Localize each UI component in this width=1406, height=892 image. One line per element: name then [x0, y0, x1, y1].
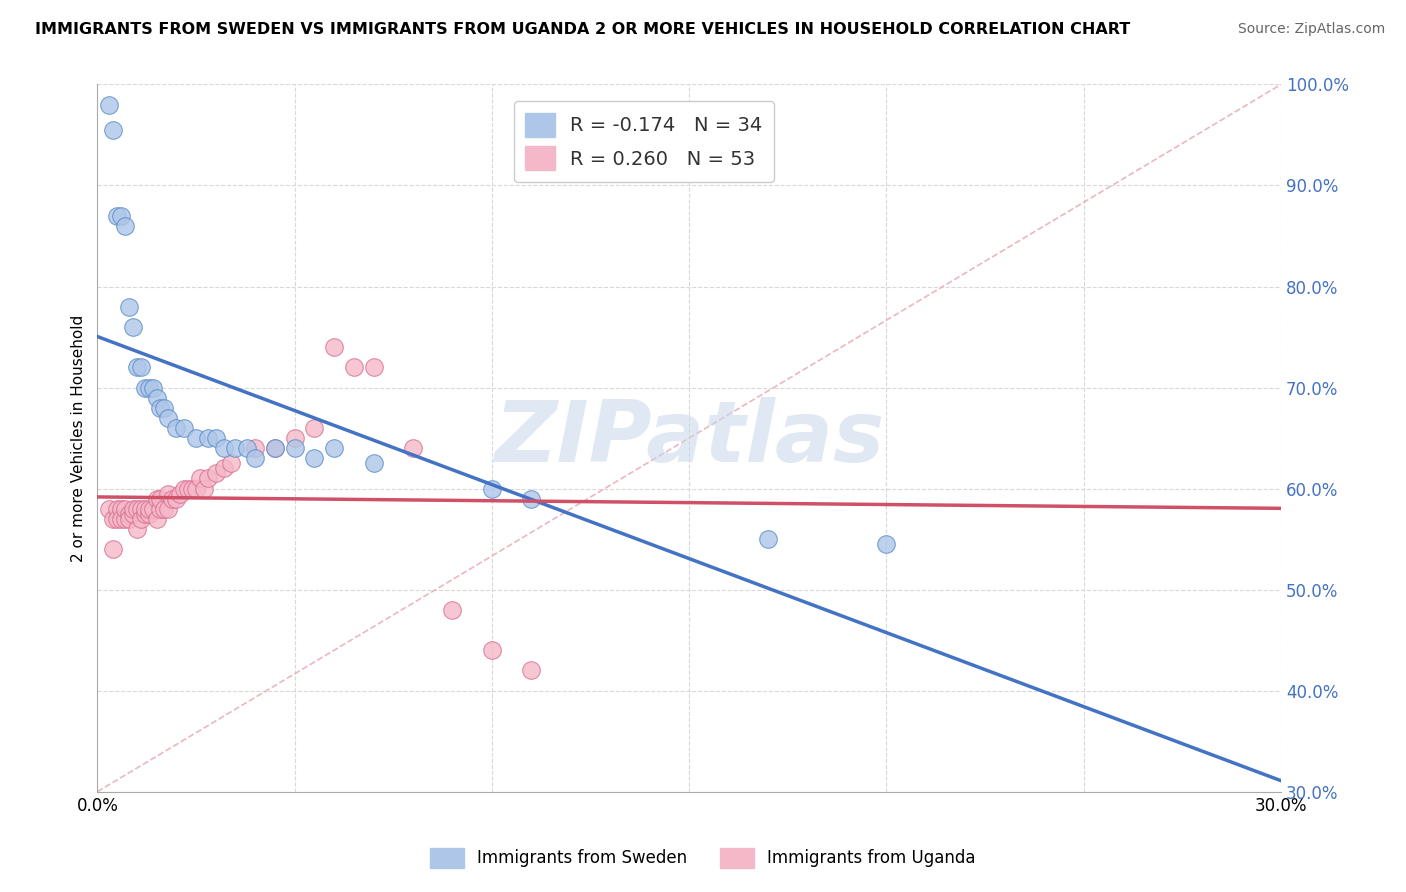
Point: [236, 441, 259, 455]
Point: [105, 209, 128, 223]
Point: [125, 501, 148, 516]
Point: [173, 482, 195, 496]
Point: [197, 471, 219, 485]
Point: [264, 441, 287, 455]
Point: [243, 451, 266, 466]
Point: [101, 512, 124, 526]
Point: [101, 542, 124, 557]
Point: [121, 320, 143, 334]
Point: [212, 441, 235, 455]
Point: [98, 97, 121, 112]
Point: [204, 467, 226, 481]
Point: [114, 501, 136, 516]
Point: [264, 441, 287, 455]
Point: [520, 491, 543, 506]
Point: [134, 507, 156, 521]
Point: [181, 482, 204, 496]
Point: [121, 507, 143, 521]
Point: [284, 431, 307, 445]
Point: [153, 501, 176, 516]
Point: [221, 456, 243, 470]
Point: [110, 501, 132, 516]
Point: [125, 522, 148, 536]
Point: [875, 537, 897, 551]
Point: [157, 410, 180, 425]
Point: [323, 441, 346, 455]
Point: [157, 501, 180, 516]
Point: [129, 360, 152, 375]
Point: [149, 401, 172, 415]
Point: [101, 123, 124, 137]
Point: [284, 441, 307, 455]
Point: [197, 431, 219, 445]
Point: [520, 664, 543, 678]
Point: [756, 532, 779, 546]
Point: [121, 501, 143, 516]
Point: [363, 360, 385, 375]
Point: [343, 360, 366, 375]
Point: [402, 441, 425, 455]
Point: [105, 501, 128, 516]
Legend: Immigrants from Sweden, Immigrants from Uganda: Immigrants from Sweden, Immigrants from …: [423, 841, 983, 875]
Point: [184, 482, 207, 496]
Point: [145, 512, 167, 526]
Point: [118, 507, 141, 521]
Point: [105, 512, 128, 526]
Point: [184, 431, 207, 445]
Point: [118, 300, 141, 314]
Point: [145, 391, 167, 405]
Point: [441, 603, 464, 617]
Point: [304, 421, 326, 435]
Point: [162, 491, 184, 506]
Point: [138, 507, 160, 521]
Point: [165, 491, 187, 506]
Point: [304, 451, 326, 466]
Point: [363, 456, 385, 470]
Point: [149, 501, 172, 516]
Point: [243, 441, 266, 455]
Point: [138, 501, 160, 516]
Point: [142, 380, 165, 394]
Legend: R = -0.174   N = 34, R = 0.260   N = 53: R = -0.174 N = 34, R = 0.260 N = 53: [513, 101, 775, 182]
Point: [149, 491, 172, 506]
Point: [212, 461, 235, 475]
Point: [114, 512, 136, 526]
Text: IMMIGRANTS FROM SWEDEN VS IMMIGRANTS FROM UGANDA 2 OR MORE VEHICLES IN HOUSEHOLD: IMMIGRANTS FROM SWEDEN VS IMMIGRANTS FRO…: [35, 22, 1130, 37]
Point: [110, 209, 132, 223]
Text: Source: ZipAtlas.com: Source: ZipAtlas.com: [1237, 22, 1385, 37]
Point: [481, 643, 503, 657]
Point: [193, 482, 215, 496]
Point: [323, 340, 346, 354]
Point: [134, 380, 156, 394]
Point: [129, 501, 152, 516]
Point: [165, 421, 187, 435]
Point: [138, 380, 160, 394]
Point: [173, 421, 195, 435]
Point: [177, 482, 200, 496]
Text: ZIPatlas: ZIPatlas: [494, 397, 884, 480]
Point: [153, 401, 176, 415]
Point: [129, 512, 152, 526]
Point: [224, 441, 246, 455]
Point: [169, 486, 191, 500]
Point: [125, 360, 148, 375]
Point: [142, 501, 165, 516]
Point: [110, 512, 132, 526]
Point: [118, 512, 141, 526]
Point: [204, 431, 226, 445]
Point: [134, 501, 156, 516]
Point: [114, 219, 136, 233]
Point: [145, 491, 167, 506]
Y-axis label: 2 or more Vehicles in Household: 2 or more Vehicles in Household: [72, 315, 86, 562]
Point: [188, 471, 211, 485]
Point: [481, 482, 503, 496]
Point: [98, 501, 121, 516]
Point: [157, 486, 180, 500]
